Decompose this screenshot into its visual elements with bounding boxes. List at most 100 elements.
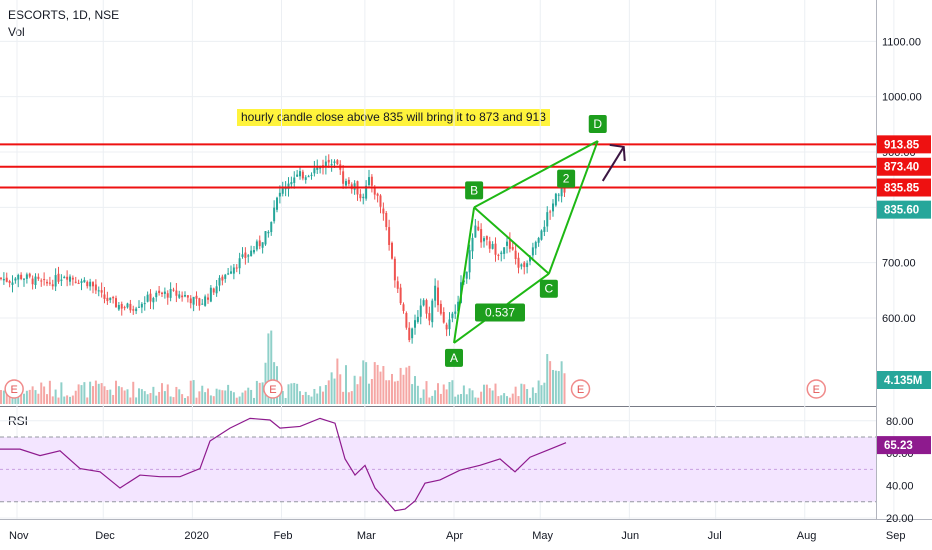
candle-body <box>204 296 207 306</box>
candle-body <box>500 252 503 255</box>
candle-body <box>307 176 310 178</box>
volume-bar <box>299 391 301 404</box>
volume-bar <box>169 396 172 404</box>
volume-bar <box>356 384 359 404</box>
candle-body <box>238 258 241 269</box>
candle-body <box>140 303 143 308</box>
candle-body <box>422 300 425 306</box>
volume-bar <box>69 396 71 404</box>
candle-body <box>109 297 112 301</box>
time-tick-label: Sep <box>886 530 906 542</box>
level-tag-2: 835.85 <box>877 178 931 197</box>
volume-bar <box>327 380 330 404</box>
volume-bar <box>391 373 393 404</box>
volume-bar <box>63 396 66 404</box>
volume-bar <box>117 386 120 404</box>
volume-bar <box>209 395 212 404</box>
pattern-point-b: B <box>465 181 484 200</box>
level-tag-0: 913.85 <box>877 135 931 154</box>
candle-body <box>224 274 227 279</box>
volume-bar <box>379 371 382 404</box>
candle-body <box>115 298 117 308</box>
candle-body <box>163 291 166 294</box>
volume-bar <box>146 394 149 404</box>
candle-body <box>296 174 299 177</box>
volume-bar <box>414 376 416 404</box>
volume-bar <box>212 396 215 404</box>
volume-bar <box>253 397 255 404</box>
candle-body <box>54 275 57 287</box>
volume-bar <box>166 384 169 404</box>
volume-bar <box>480 391 483 404</box>
candle-body <box>520 264 523 267</box>
pattern-label-1-text: 2 <box>563 172 570 186</box>
candle-body <box>287 183 290 190</box>
volume-bar <box>304 391 307 404</box>
time-tick-label: 2020 <box>184 530 208 542</box>
volume-bar <box>296 383 299 404</box>
candle-body <box>549 211 552 213</box>
candle-body <box>402 304 405 311</box>
candle-body <box>195 295 198 299</box>
pattern-point-d-text: D <box>593 117 602 131</box>
candle-body <box>514 250 517 260</box>
candle-body <box>20 274 23 279</box>
volume-bar <box>506 396 508 404</box>
candle-body <box>557 194 560 196</box>
candle-body <box>69 276 71 282</box>
volume-bar <box>235 397 238 404</box>
pattern-label-0-bg <box>475 303 525 322</box>
volume-bar <box>345 365 347 404</box>
volume-bar <box>163 391 166 404</box>
candle-body <box>71 277 74 280</box>
candle-body <box>468 250 471 273</box>
volume-bar <box>28 389 31 404</box>
volume-bar <box>241 392 244 404</box>
candle-body <box>411 328 414 339</box>
volume-bar <box>342 391 345 404</box>
candle-body <box>333 161 336 163</box>
candle-body <box>89 281 92 287</box>
volume-bar <box>261 382 264 404</box>
volume-bar <box>224 390 227 404</box>
volume-bar <box>422 389 425 404</box>
volume-bar <box>149 393 152 404</box>
candle-body <box>186 295 189 298</box>
candle-body <box>437 287 439 306</box>
volume-bar <box>437 383 439 404</box>
volume-bar <box>92 386 94 404</box>
candle-body <box>301 171 304 179</box>
volume-bar <box>508 397 511 404</box>
candle-body <box>138 306 140 308</box>
candle-body <box>212 288 215 293</box>
candle-body <box>100 290 103 293</box>
candle-body <box>192 296 195 305</box>
level-tag-1: 873.40 <box>877 157 931 176</box>
target-arrow-head <box>609 143 626 162</box>
candle-body <box>552 203 554 212</box>
rsi-value-tag-bg <box>877 436 931 455</box>
volume-bar <box>549 361 552 404</box>
volume-bar <box>51 396 54 404</box>
volume-bar <box>462 385 465 404</box>
symbol-title: ESCORTS, 1D, NSE <box>8 8 120 22</box>
volume-bar <box>80 385 83 404</box>
candle-body <box>523 262 526 268</box>
candle-body <box>563 188 566 193</box>
volume-bar <box>540 385 543 404</box>
volume-bar <box>54 389 57 404</box>
candle-body <box>5 277 8 282</box>
pattern-point-c: C <box>539 279 558 298</box>
volume-bar <box>278 388 281 404</box>
time-tick-label: May <box>532 530 553 542</box>
volume-bar <box>457 394 460 404</box>
volume-bar <box>477 397 480 404</box>
candle-body <box>126 303 129 308</box>
candle-body <box>255 241 258 250</box>
volume-bar <box>195 397 198 404</box>
volume-bar <box>103 386 106 404</box>
volume-bar <box>86 397 89 404</box>
volume-bar <box>37 393 40 404</box>
